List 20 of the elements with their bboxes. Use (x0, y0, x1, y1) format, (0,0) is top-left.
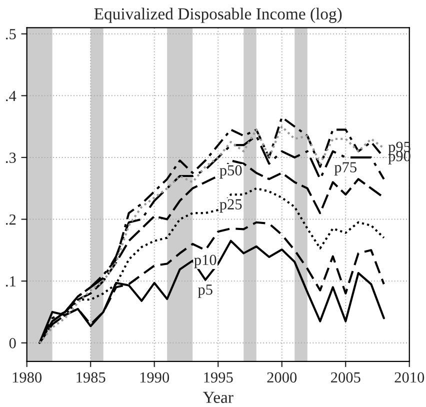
y-tick-label: 0 (9, 338, 16, 348)
y-tick-label: .1 (6, 276, 16, 287)
annotation: p5 (198, 284, 212, 298)
x-axis-title: Year (202, 392, 234, 403)
annotation: p75 (334, 162, 356, 176)
x-tick-label: 1980 (12, 372, 42, 383)
x-tick-label: 2000 (267, 372, 297, 383)
x-tick-label: 1985 (76, 372, 106, 383)
chart-title: Equivalized Disposable Income (log) (94, 8, 342, 23)
x-tick-label: 2010 (394, 372, 424, 383)
x-tick-label: 2005 (331, 372, 360, 383)
y-tick-label: .3 (6, 152, 16, 163)
annotation: p25 (220, 199, 242, 213)
annotation: p50 (220, 165, 242, 179)
y-tick-label: .2 (6, 214, 16, 225)
x-tick-label: 1995 (204, 372, 233, 383)
y-tick-label: .4 (6, 90, 16, 102)
annotation: p10 (194, 254, 216, 268)
x-tick-label: 1990 (140, 372, 170, 383)
y-tick-label: .5 (6, 29, 16, 40)
